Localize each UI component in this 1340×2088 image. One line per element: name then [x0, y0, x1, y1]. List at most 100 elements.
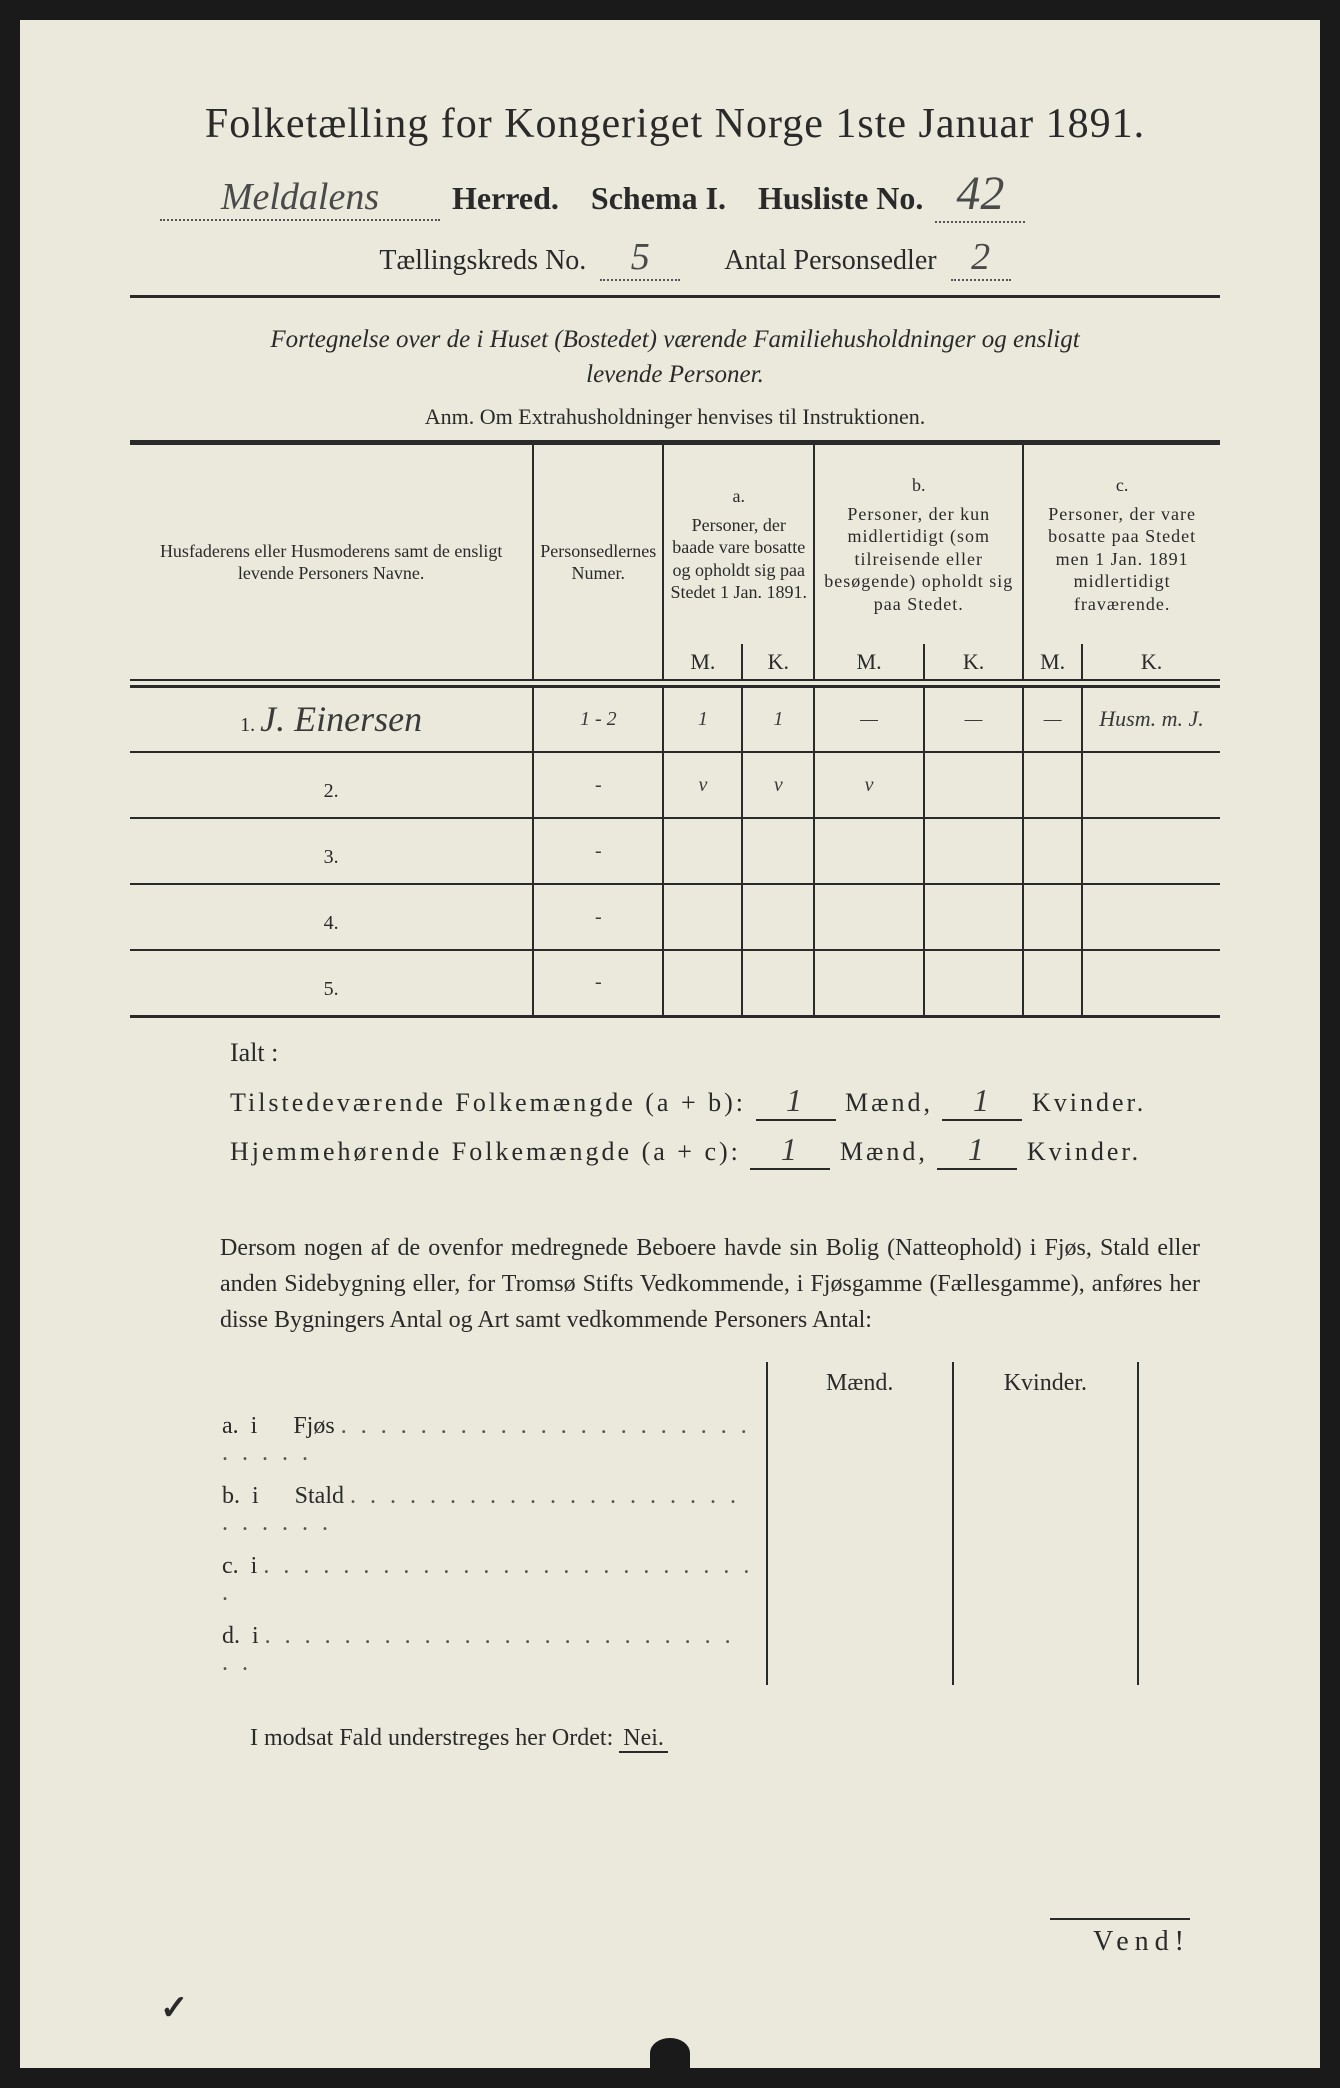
motsat-text: I modsat Fald understreges her Ordet:: [250, 1725, 613, 1751]
cell: [924, 884, 1023, 950]
cell: v: [663, 752, 742, 818]
cell: v: [742, 752, 814, 818]
cell: [663, 818, 742, 884]
ialt-1m: 1: [756, 1082, 836, 1121]
sub-label: b. i Stald . . . . . . . . . . . . . . .…: [210, 1475, 767, 1545]
ialt-kv-2: Kvinder.: [1027, 1137, 1141, 1166]
sub-table: Mænd. Kvinder. a. i Fjøs . . . . . . . .…: [130, 1362, 1220, 1685]
cell: [1082, 752, 1220, 818]
bm-h: M.: [814, 644, 924, 680]
motsat-line: I modsat Fald understreges her Ordet: Ne…: [130, 1725, 1220, 1752]
col-c-text: Personer, der vare bosatte paa Stedet me…: [1030, 503, 1214, 616]
sub-row: c. i . . . . . . . . . . . . . . . . . .…: [210, 1545, 1138, 1615]
cm-h: M.: [1023, 644, 1082, 680]
husliste-label: Husliste No.: [758, 180, 923, 217]
row-num: 5.: [324, 978, 339, 1000]
line3: Tællingskreds No. 5 Antal Personsedler 2: [130, 235, 1220, 298]
dersom-text: Dersom nogen af de ovenfor medregnede Be…: [220, 1235, 1200, 1333]
col-name: Husfaderens eller Husmoderens samt de en…: [130, 444, 533, 680]
cell: 1 - 2: [533, 686, 663, 752]
row-name: J. Einersen: [260, 699, 422, 739]
cell: 3.: [130, 818, 533, 884]
line2: Meldalens Herred. Schema I. Husliste No.…: [130, 166, 1220, 223]
cell: -: [533, 818, 663, 884]
table-row: 5. -: [130, 950, 1220, 1016]
cell: [1023, 752, 1082, 818]
census-form-page: Folketælling for Kongeriget Norge 1ste J…: [20, 20, 1320, 2068]
col-b-text: Personer, der kun midlertidigt (som tilr…: [821, 503, 1016, 616]
cell: 1. J. Einersen: [130, 686, 533, 752]
sub-row: d. i . . . . . . . . . . . . . . . . . .…: [210, 1615, 1138, 1685]
col-c-top: c.: [1030, 474, 1214, 497]
herred-field: Meldalens: [160, 175, 440, 221]
sub-m: [767, 1615, 953, 1685]
table-row: 4. -: [130, 884, 1220, 950]
sub-m: [767, 1475, 953, 1545]
cell: v: [814, 752, 924, 818]
subtitle-2: levende Personer.: [170, 357, 1180, 392]
am-h: M.: [663, 644, 742, 680]
ck-h: K.: [1082, 644, 1220, 680]
cell: 4.: [130, 884, 533, 950]
cell: [1082, 818, 1220, 884]
ialt-title: Ialt :: [230, 1038, 1220, 1068]
cell: 5.: [130, 950, 533, 1016]
row-num: 1.: [240, 714, 260, 736]
ialt-line-2: Hjemmehørende Folkemængde (a + c): 1 Mæn…: [230, 1131, 1220, 1170]
ak-h: K.: [742, 644, 814, 680]
sub-m: [767, 1405, 953, 1475]
ialt-2a: Hjemmehørende Folkemængde (a + c):: [230, 1137, 741, 1166]
sub-kvinder: Kvinder.: [953, 1362, 1139, 1405]
cell: —: [1023, 686, 1082, 752]
nei-word: Nei.: [619, 1725, 668, 1753]
table-row: 1. J. Einersen1 - 211———Husm. m. J.: [130, 686, 1220, 752]
col-b: b. Personer, der kun midlertidigt (som t…: [814, 444, 1023, 644]
table-row: 3. -: [130, 818, 1220, 884]
col-a-top: a.: [670, 485, 807, 508]
tick-mark: ✓: [160, 1988, 189, 2028]
col-c: c. Personer, der vare bosatte paa Stedet…: [1023, 444, 1220, 644]
cell: [1082, 950, 1220, 1016]
sub-header: Mænd. Kvinder.: [210, 1362, 1138, 1405]
cell: Husm. m. J.: [1082, 686, 1220, 752]
cell: [663, 950, 742, 1016]
row-num: 2.: [324, 780, 339, 802]
cell: -: [533, 884, 663, 950]
subtitle: Fortegnelse over de i Huset (Bostedet) v…: [130, 322, 1220, 392]
col-a-text: Personer, der baade vare bosatte og opho…: [670, 514, 807, 604]
cell: —: [924, 686, 1023, 752]
antal-label: Antal Personsedler: [724, 245, 936, 277]
main-table: Husfaderens eller Husmoderens samt de en…: [130, 443, 1220, 1018]
cell: -: [533, 752, 663, 818]
sub-label: a. i Fjøs . . . . . . . . . . . . . . . …: [210, 1405, 767, 1475]
cell: [1023, 950, 1082, 1016]
vend-label: Vend!: [1050, 1918, 1190, 1958]
cell: [814, 818, 924, 884]
sub-label: c. i . . . . . . . . . . . . . . . . . .…: [210, 1545, 767, 1615]
cell: [924, 818, 1023, 884]
ialt-mand-1: Mænd,: [845, 1088, 933, 1117]
cell: [742, 818, 814, 884]
cell: —: [814, 686, 924, 752]
sub-k: [953, 1405, 1139, 1475]
cell: [814, 884, 924, 950]
sub-maend: Mænd.: [767, 1362, 953, 1405]
husliste-field: 42: [935, 166, 1025, 223]
sub-row: a. i Fjøs . . . . . . . . . . . . . . . …: [210, 1405, 1138, 1475]
table-header-row: Husfaderens eller Husmoderens samt de en…: [130, 444, 1220, 644]
cell: [1023, 884, 1082, 950]
form-header: Folketælling for Kongeriget Norge 1ste J…: [130, 100, 1220, 298]
cell: 1: [742, 686, 814, 752]
row-num: 4.: [324, 912, 339, 934]
ialt-kv-1: Kvinder.: [1032, 1088, 1146, 1117]
sub-k: [953, 1475, 1139, 1545]
col-a: a. Personer, der baade vare bosatte og o…: [663, 444, 814, 644]
schema-label: Schema I.: [591, 180, 726, 217]
anm-note: Anm. Om Extrahusholdninger henvises til …: [130, 404, 1220, 443]
table-row: 2. -vvv: [130, 752, 1220, 818]
ialt-line-1: Tilstedeværende Folkemængde (a + b): 1 M…: [230, 1082, 1220, 1121]
tear-mark: [650, 2038, 690, 2068]
row-num: 3.: [324, 846, 339, 868]
sub-k: [953, 1615, 1139, 1685]
cell: 2.: [130, 752, 533, 818]
